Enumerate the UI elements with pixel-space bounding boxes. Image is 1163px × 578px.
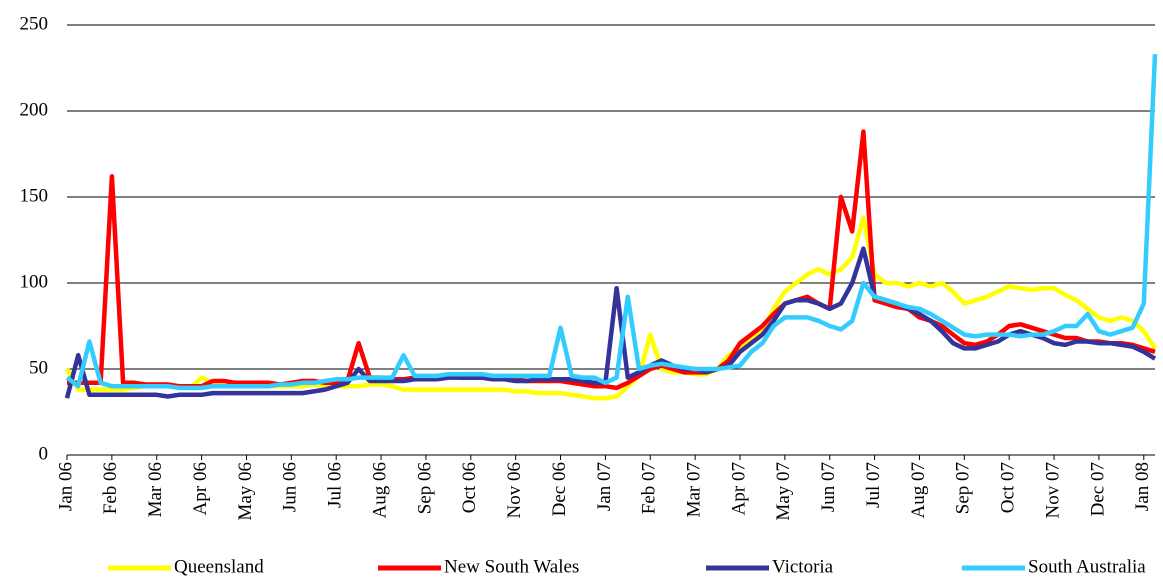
x-tick-label: Jun 06: [280, 462, 301, 512]
x-tick-label: Jul 06: [325, 462, 346, 508]
series-line: [64, 246, 1157, 399]
y-tick-label: 200: [20, 99, 49, 120]
y-tick-label: 150: [20, 185, 49, 206]
x-tick-label: Oct 06: [459, 462, 480, 513]
series-line: [65, 215, 1157, 401]
x-tick-label: Aug 07: [908, 462, 929, 518]
x-tick-label: Apr 06: [190, 462, 211, 515]
legend-label: New South Wales: [444, 556, 579, 577]
x-tick-label: Mar 07: [683, 462, 704, 517]
x-tick-label: Jan 08: [1132, 462, 1153, 511]
y-tick-label: 250: [20, 13, 49, 34]
series-line: [65, 54, 1158, 391]
x-tick-label: Aug 06: [369, 462, 390, 518]
x-tick-label: Jan 07: [594, 462, 615, 511]
x-tick-label: Mar 06: [145, 462, 166, 517]
y-tick-label: 0: [39, 443, 49, 464]
x-tick-label: Jul 07: [863, 462, 884, 508]
x-tick-label: Feb 07: [639, 462, 660, 514]
y-tick-label: 100: [20, 271, 49, 292]
x-tick-label: Jan 06: [55, 462, 76, 511]
x-tick-label: May 07: [773, 462, 794, 521]
y-tick-label: 50: [29, 357, 48, 378]
x-tick-label: May 06: [235, 462, 256, 521]
legend-label: Queensland: [174, 556, 264, 577]
legend-label: Victoria: [772, 556, 834, 577]
x-tick-label: Sep 07: [953, 462, 974, 514]
x-tick-label: Jun 07: [818, 462, 839, 512]
x-tick-label: Nov 06: [504, 462, 525, 518]
legend-label: South Australia: [1028, 556, 1146, 577]
series-line: [67, 129, 1156, 391]
x-tick-label: Oct 07: [998, 462, 1019, 513]
x-tick-label: Nov 07: [1042, 462, 1063, 518]
x-tick-label: Sep 06: [414, 462, 435, 514]
x-tick-label: Dec 06: [549, 462, 570, 516]
x-tick-label: Feb 06: [100, 462, 121, 514]
x-tick-label: Apr 07: [728, 462, 749, 515]
x-tick-label: Dec 07: [1087, 462, 1108, 516]
